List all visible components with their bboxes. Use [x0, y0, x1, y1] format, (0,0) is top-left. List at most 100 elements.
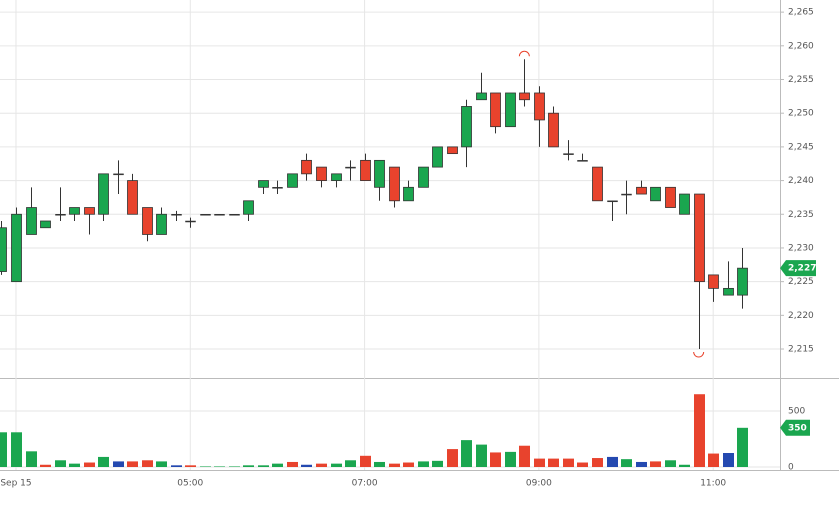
candle-body — [345, 166, 356, 169]
candle-body — [156, 213, 167, 235]
y-tick-label: 2,235 — [788, 210, 814, 220]
volume-bar — [621, 459, 632, 467]
volume-bar — [432, 460, 443, 467]
volume-bar — [476, 444, 487, 467]
candle-body — [40, 220, 51, 229]
candle-body — [113, 173, 124, 176]
candle-body — [418, 166, 429, 188]
candle-body — [0, 227, 7, 272]
candle-body — [258, 180, 269, 188]
candle-body — [519, 92, 530, 101]
volume-bar — [185, 465, 196, 467]
volume-bar — [577, 462, 588, 467]
volume-bar — [461, 440, 472, 467]
y-tick-label: 2,225 — [788, 277, 814, 287]
volume-bar — [316, 463, 327, 467]
last-price-label: 2,227 — [788, 264, 816, 274]
volume-bar — [563, 458, 574, 467]
candle-body — [200, 214, 211, 216]
candle-body — [243, 200, 254, 215]
candle-body — [272, 187, 283, 189]
candle-body — [723, 287, 734, 296]
y-tick-label: 2,230 — [788, 243, 814, 253]
candle-body — [636, 186, 647, 195]
y-tick-label: 2,260 — [788, 41, 814, 51]
candle-body — [287, 173, 298, 188]
candle-body — [679, 193, 690, 215]
candle-body — [11, 213, 22, 283]
x-tick-label: 07:00 — [352, 479, 378, 489]
candle-body — [331, 173, 342, 181]
candle-body — [214, 214, 225, 216]
volume-bar — [403, 462, 414, 467]
candle-body — [534, 92, 545, 121]
volume-bar — [592, 458, 603, 467]
candle-body — [708, 274, 719, 289]
y-tick-label: 2,245 — [788, 142, 814, 152]
y-tick-label: 2,265 — [788, 8, 814, 18]
volume-bar — [694, 394, 705, 467]
candle-body — [490, 92, 501, 128]
candle-body — [55, 214, 66, 216]
volume-bar — [665, 460, 676, 467]
volume-bar — [360, 455, 371, 467]
candle-body — [171, 214, 182, 216]
volume-bar — [389, 463, 400, 467]
candle-body — [316, 166, 327, 181]
volume-bar — [156, 461, 167, 467]
candle-body — [665, 186, 676, 208]
volume-bar — [737, 427, 748, 467]
y-tick-label: 2,215 — [788, 345, 814, 355]
volume-bar — [418, 461, 429, 467]
candle-body — [127, 180, 138, 215]
candle-body — [694, 193, 705, 283]
volume-bar — [534, 458, 545, 467]
volume-bar — [171, 465, 182, 467]
candle-body — [301, 159, 312, 175]
volume-bar — [548, 458, 559, 467]
volume-bar — [84, 462, 95, 467]
volume-bar — [301, 464, 312, 467]
volume-bar — [331, 463, 342, 467]
volume-bar — [708, 453, 719, 467]
x-tick-label: 11:00 — [700, 479, 726, 489]
candle-body — [563, 153, 574, 155]
candle-body — [84, 207, 95, 215]
x-tick-label: 05:00 — [177, 479, 203, 489]
y-tick-label: 2,240 — [788, 176, 814, 186]
candle-body — [142, 207, 153, 235]
low-marker — [693, 351, 705, 358]
candle-body — [447, 146, 458, 155]
candle-body — [69, 207, 80, 215]
volume-bar — [127, 461, 138, 467]
candle-body — [621, 193, 632, 196]
last-price-badge — [780, 260, 816, 277]
y-tick-label: 2,220 — [788, 311, 814, 321]
volume-bar — [519, 445, 530, 467]
y-tick-label: 2,255 — [788, 75, 814, 85]
volume-bar — [679, 464, 690, 467]
volume-bar — [214, 466, 225, 467]
volume-bar — [723, 453, 734, 467]
candle-body — [476, 92, 487, 101]
volume-bar — [636, 461, 647, 467]
candle-body — [432, 146, 443, 168]
volume-bar — [607, 456, 618, 467]
candle-body — [389, 166, 400, 202]
volume-bar — [258, 465, 269, 467]
volume-bar — [505, 451, 516, 467]
candle-body — [360, 159, 371, 181]
volume-bar — [26, 451, 37, 467]
candle-body — [403, 186, 414, 202]
volume-bar — [98, 456, 109, 467]
volume-bar — [113, 461, 124, 467]
volume-bar — [447, 449, 458, 467]
volume-bar — [55, 460, 66, 467]
candle-body — [26, 207, 37, 235]
candle-body — [374, 159, 385, 188]
candle-body — [461, 106, 472, 148]
last-volume-badge — [780, 419, 810, 436]
candle-body — [505, 92, 516, 128]
x-tick-label: Sep 15 — [0, 479, 31, 489]
candle-body — [650, 186, 661, 202]
